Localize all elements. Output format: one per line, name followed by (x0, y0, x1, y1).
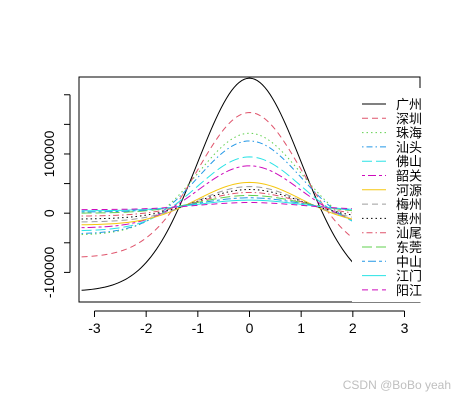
x-tick-label: 3 (401, 320, 409, 336)
series-line (81, 156, 418, 232)
legend-label: 广州 (396, 98, 422, 113)
legend-label: 江门 (396, 270, 422, 285)
series-line (81, 188, 418, 220)
legend-label: 韶关 (396, 169, 422, 185)
legend-label: 阳江 (396, 284, 422, 299)
x-tick-label: 1 (297, 320, 305, 336)
legend-label: 梅州 (396, 198, 422, 213)
watermark: CSDN @BoBo yeah (342, 378, 451, 392)
series-line (81, 165, 418, 229)
x-tick-label: -2 (140, 320, 153, 336)
legend-label: 深圳 (396, 112, 422, 127)
x-tick-label: -3 (88, 320, 101, 336)
x-tick-label: -1 (192, 320, 205, 336)
legend-label: 中山 (396, 255, 422, 270)
legend-label: 东莞 (396, 241, 422, 256)
legend-box (352, 88, 461, 302)
legend-label: 河源 (396, 184, 422, 199)
y-tick-label: 100000 (41, 130, 57, 177)
y-axis: -100000 0 100000 (41, 94, 71, 298)
x-tick-label: 2 (349, 320, 357, 336)
legend-label: 汕尾 (396, 227, 422, 242)
legend-label: 汕头 (396, 141, 422, 156)
legend-label: 佛山 (396, 155, 422, 170)
y-tick-label: -100000 (41, 246, 57, 298)
legend-label: 惠州 (396, 212, 422, 227)
x-axis: -3 -2 -1 0 1 2 3 (88, 310, 409, 336)
y-tick-label: 0 (41, 209, 57, 217)
legend-label: 珠海 (396, 127, 422, 142)
x-tick-label: 0 (246, 320, 254, 336)
